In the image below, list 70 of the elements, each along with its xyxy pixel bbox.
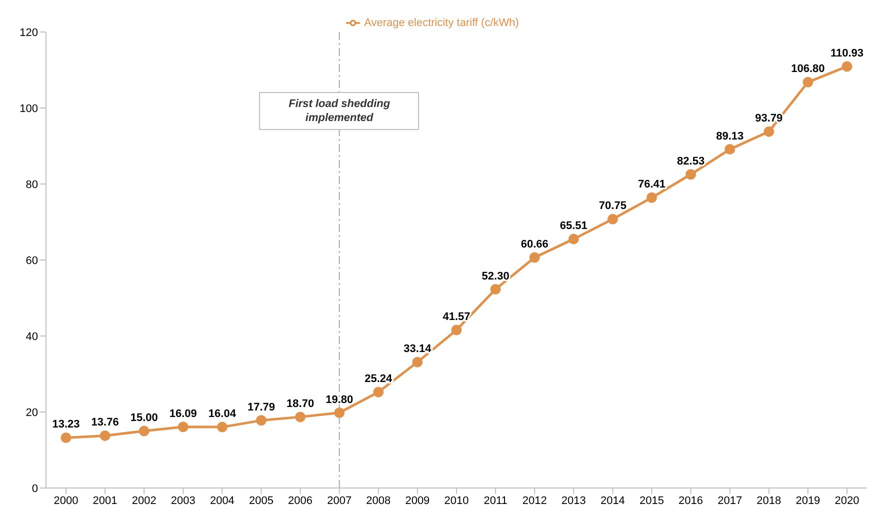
data-label: 13.76 [91, 416, 119, 429]
point [490, 284, 501, 295]
data-label: 13.23 [52, 418, 80, 431]
x-tick-label: 2010 [444, 494, 469, 507]
x-tick-label: 2017 [718, 494, 742, 507]
point [646, 192, 657, 203]
point [373, 386, 384, 398]
point [178, 422, 188, 432]
data-label: 70.75 [598, 200, 626, 212]
x-tick-label: 2006 [288, 494, 313, 507]
data-label: 89.13 [716, 130, 744, 142]
y-tick-label: 100 [20, 102, 38, 115]
data-label: 110.93 [830, 47, 864, 60]
x-tick-label: 2011 [484, 494, 508, 507]
point [568, 234, 579, 244]
data-label: 33.14 [404, 343, 432, 356]
point [412, 356, 423, 368]
data-label: 18.70 [286, 398, 314, 410]
x-tick-label: 2018 [756, 494, 782, 507]
point [607, 214, 618, 224]
x-tick-label: 2015 [640, 494, 664, 507]
x-tick-label: 2014 [600, 494, 625, 507]
x-tick-label: 2002 [132, 494, 156, 507]
point [686, 169, 696, 180]
x-tick-label: 2020 [834, 494, 860, 507]
x-tick-label: 2008 [366, 494, 391, 507]
data-label: 16.04 [208, 408, 237, 420]
data-label: 16.09 [169, 408, 197, 420]
y-tick-label: 80 [26, 178, 38, 191]
data-label: 60.66 [520, 238, 548, 250]
point [60, 432, 72, 443]
x-tick-label: 2004 [210, 494, 234, 507]
callout-box: First load shedding implemented [259, 92, 420, 130]
y-tick-label: 60 [26, 254, 38, 267]
point [295, 412, 306, 422]
y-tick-label: 0 [32, 482, 38, 495]
x-tick-label: 2016 [678, 494, 704, 507]
point [451, 324, 462, 336]
data-label: 65.51 [560, 220, 588, 232]
point [138, 426, 150, 436]
y-tick-label: 40 [26, 330, 38, 343]
x-tick-label: 2003 [170, 494, 196, 507]
x-tick-label: 2019 [796, 494, 820, 507]
point [216, 422, 228, 432]
data-label: 25.24 [364, 373, 394, 386]
x-tick-label: 2001 [92, 494, 118, 507]
x-tick-label: 2007 [327, 494, 352, 507]
data-label: 52.30 [482, 270, 510, 282]
y-tick-label: 20 [26, 406, 38, 419]
point [256, 415, 266, 426]
x-tick-label: 2013 [561, 494, 586, 507]
data-label: 76.41 [638, 178, 666, 191]
point [334, 408, 345, 418]
point [802, 76, 814, 88]
data-label: 19.80 [326, 394, 354, 406]
x-tick-label: 2005 [249, 494, 274, 507]
data-label: 82.53 [677, 155, 705, 168]
x-tick-label: 2009 [405, 494, 430, 507]
x-tick-label: 2012 [522, 494, 547, 507]
data-label: 17.79 [247, 401, 276, 414]
y-tick-label: 120 [20, 26, 38, 39]
x-tick-label: 2000 [54, 494, 78, 507]
legend-label: Average electricity tariff (c/kWh) [364, 16, 519, 29]
data-label: 15.00 [130, 412, 158, 424]
data-label: 106.80 [791, 63, 825, 76]
point [529, 252, 540, 263]
point [100, 430, 110, 441]
point [764, 126, 774, 137]
point [724, 144, 736, 155]
point [842, 61, 852, 72]
